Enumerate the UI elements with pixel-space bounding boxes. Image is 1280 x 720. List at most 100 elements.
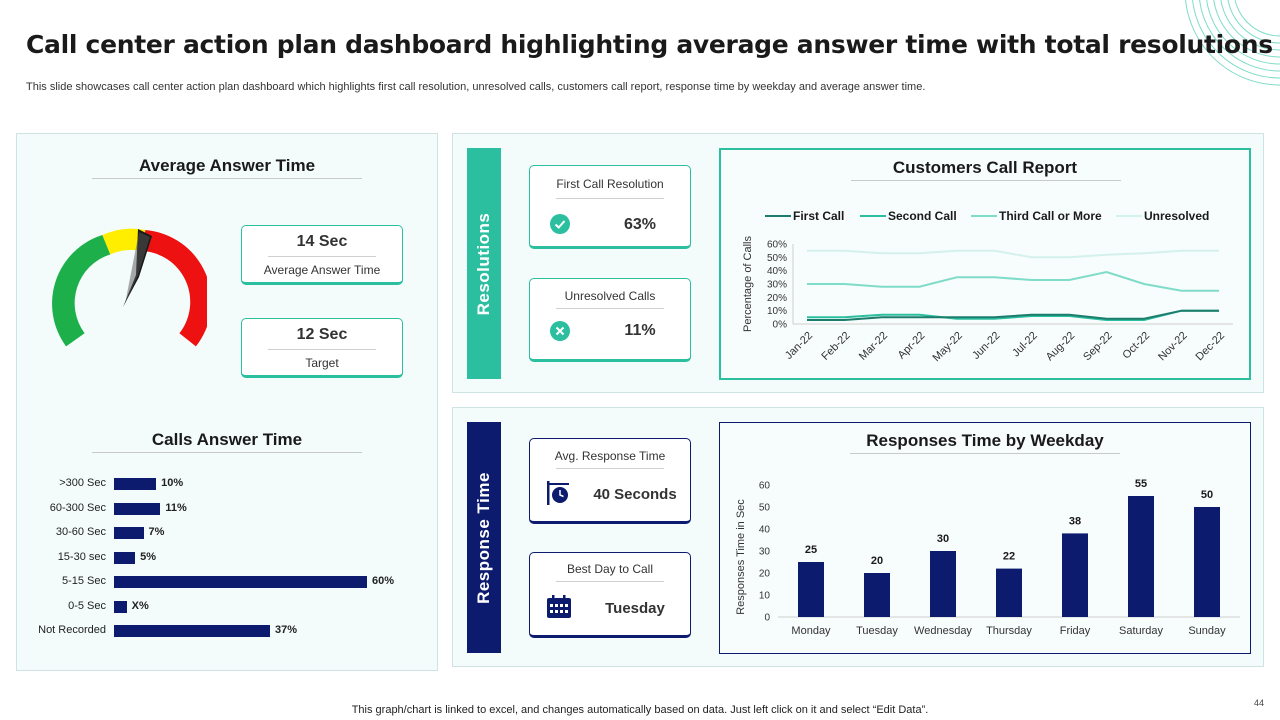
title-underline — [92, 452, 362, 453]
bar — [114, 502, 161, 515]
y-tick-label: 20 — [759, 569, 771, 580]
x-tick-label: Aug-22 — [1044, 330, 1078, 364]
bar — [996, 568, 1022, 617]
calls-answer-time-title: Calls Answer Time — [151, 430, 303, 449]
bar — [1062, 533, 1088, 617]
best-day-to-call-label: Best Day to Call — [566, 562, 654, 576]
y-tick-label: 40% — [767, 266, 787, 277]
target-value: 12 Sec — [296, 326, 348, 343]
average-answer-time-value: 14 Sec — [296, 233, 348, 250]
series-line — [807, 249, 1219, 259]
bar — [864, 573, 890, 617]
page-title: Call center action plan dashboard highli… — [26, 30, 1273, 59]
response-time-panel: Response Time Avg. Response Time 40 Seco… — [452, 407, 1264, 667]
target-card: 12 Sec Target — [241, 318, 403, 378]
responses-by-weekday-chart: 0 10 20 30 40 50 60 Responses Time in Sec 25 Mond… — [720, 423, 1250, 653]
y-tick-label: 30 — [759, 547, 771, 558]
clock-sign-icon — [547, 481, 569, 505]
bar — [114, 551, 136, 564]
bar-category-label: 5-15 Sec — [61, 575, 106, 587]
title-underline — [92, 178, 362, 179]
x-tick-label: Saturday — [1119, 625, 1164, 637]
calendar-icon — [547, 595, 571, 618]
y-tick-label: 50% — [767, 253, 787, 264]
customers-call-report-title: Customers Call Report — [892, 158, 1078, 177]
check-icon — [550, 214, 570, 234]
y-tick-label: 0% — [773, 320, 788, 331]
x-tick-label: Sunday — [1188, 625, 1226, 637]
customers-call-report-box: Customers Call Report First Call Second C… — [719, 148, 1251, 380]
x-tick-label: May-22 — [931, 330, 965, 364]
bar-value-label: 10% — [161, 477, 184, 489]
title-underline — [850, 453, 1120, 454]
avg-response-time-label: Avg. Response Time — [554, 449, 666, 463]
legend-label: Unresolved — [1144, 209, 1209, 223]
legend-label: Second Call — [888, 209, 957, 223]
bar-category-label: Not Recorded — [38, 624, 106, 636]
bar-value-label: X% — [131, 599, 149, 612]
x-tick-label: Mar-22 — [857, 330, 890, 363]
average-answer-time-title: Average Answer Time — [138, 156, 316, 175]
resolutions-side-label: Resolutions — [467, 148, 501, 379]
bar — [114, 478, 157, 490]
y-tick-label: 30% — [767, 280, 787, 291]
first-call-resolution-label: First Call Resolution — [556, 177, 664, 191]
bar-value-label: 60% — [372, 575, 395, 587]
responses-by-weekday-box: Responses Time by Weekday 0 10 20 30 40 50 60 R… — [719, 422, 1251, 654]
bar-category-label: 30-60 Sec — [55, 526, 106, 538]
x-tick-label: Jun-22 — [970, 330, 1002, 362]
gauge-yellow-segment — [102, 228, 146, 255]
bar-value-label: 37% — [275, 624, 298, 636]
x-tick-label: Jan-22 — [783, 330, 815, 362]
series-line — [807, 270, 1219, 292]
responses-by-weekday-title: Responses Time by Weekday — [866, 431, 1104, 450]
bar-category-label: 0-5 Sec — [68, 599, 106, 612]
x-tick-label: Oct-22 — [1120, 330, 1152, 362]
best-day-to-call-card: Best Day to Call Tuesday — [529, 552, 691, 638]
average-answer-time-label: Average Answer Time — [263, 263, 381, 277]
x-tick-label: Jul-22 — [1010, 330, 1040, 360]
x-tick-label: Dec-22 — [1194, 330, 1228, 364]
bar-value-label: 30 — [937, 533, 949, 545]
average-answer-time-card: 14 Sec Average Answer Time — [241, 225, 403, 285]
unresolved-calls-card: Unresolved Calls 11% — [529, 278, 691, 362]
series-line — [807, 309, 1219, 321]
x-tick-label: Monday — [791, 625, 831, 637]
bar — [798, 562, 824, 617]
bar-category-label: >300 Sec — [59, 477, 106, 489]
bar-value-label: 55 — [1135, 478, 1147, 490]
left-panel: Average Answer Time 14 Sec Average Answe… — [16, 133, 438, 671]
bar-value-label: 11% — [165, 501, 187, 514]
x-tick-label: Nov-22 — [1156, 330, 1190, 364]
first-call-resolution-value: 63% — [623, 216, 657, 233]
resolutions-panel: Resolutions First Call Resolution 63% Un… — [452, 133, 1264, 393]
unresolved-calls-value: 11% — [624, 322, 656, 339]
avg-response-time-value: 40 Seconds — [593, 486, 677, 503]
bar — [114, 600, 127, 613]
y-axis-label: Percentage of Calls — [742, 236, 754, 332]
x-icon — [550, 321, 570, 341]
first-call-resolution-card: First Call Resolution 63% — [529, 165, 691, 249]
x-tick-label: Wednesday — [914, 625, 972, 637]
x-tick-label: Friday — [1060, 625, 1091, 637]
bar — [114, 625, 271, 637]
legend-label: First Call — [793, 209, 844, 223]
avg-response-time-card: Avg. Response Time 40 Seconds — [529, 438, 691, 524]
best-day-to-call-value: Tuesday — [605, 600, 665, 617]
unresolved-calls-label: Unresolved Calls — [564, 289, 656, 303]
y-tick-label: 10 — [759, 591, 771, 602]
page-subtitle: This slide showcases call center action … — [26, 81, 926, 93]
gauge-green-segment — [52, 235, 111, 347]
page-number: 44 — [1253, 698, 1264, 708]
bar — [114, 576, 367, 588]
y-tick-label: 60% — [767, 240, 787, 251]
x-tick-label: Sep-22 — [1081, 330, 1115, 364]
answer-time-gauge — [52, 228, 207, 347]
bar-value-label: 22 — [1003, 551, 1015, 563]
bar-category-label: 15-30 sec — [57, 550, 106, 563]
bar — [1128, 496, 1154, 617]
legend-label: Third Call or More — [999, 209, 1102, 223]
y-tick-label: 60 — [759, 481, 771, 492]
target-label: Target — [305, 356, 339, 370]
y-axis-label: Responses Time in Sec — [735, 499, 747, 615]
